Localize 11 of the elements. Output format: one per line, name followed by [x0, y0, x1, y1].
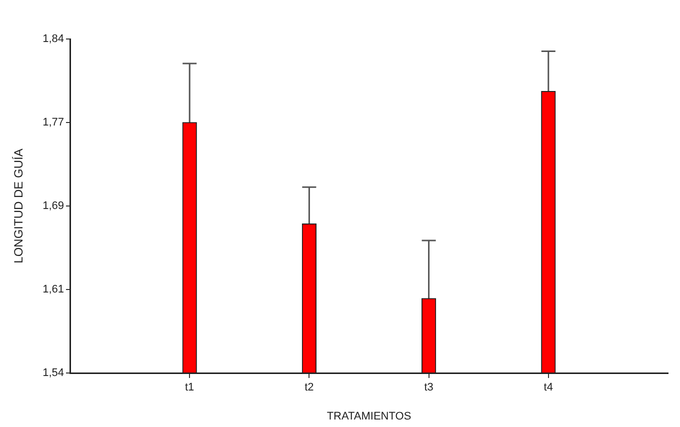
x-axis-title: TRATAMIENTOS	[326, 410, 412, 422]
x-tick-label: t2	[304, 382, 314, 394]
y-tick-label: 1,61	[42, 284, 64, 296]
y-tick-label: 1,54	[42, 367, 64, 380]
x-tick-label: t3	[424, 382, 434, 394]
x-tick-label: t4	[544, 382, 553, 394]
y-tick-label: 1,69	[42, 200, 64, 212]
y-tick-label: 1,77	[42, 116, 64, 129]
y-tick-label: 1,84	[42, 33, 64, 46]
x-tick-label: t1	[185, 382, 194, 394]
y-axis-title: LONGITUD DE GUÍA	[12, 148, 26, 264]
